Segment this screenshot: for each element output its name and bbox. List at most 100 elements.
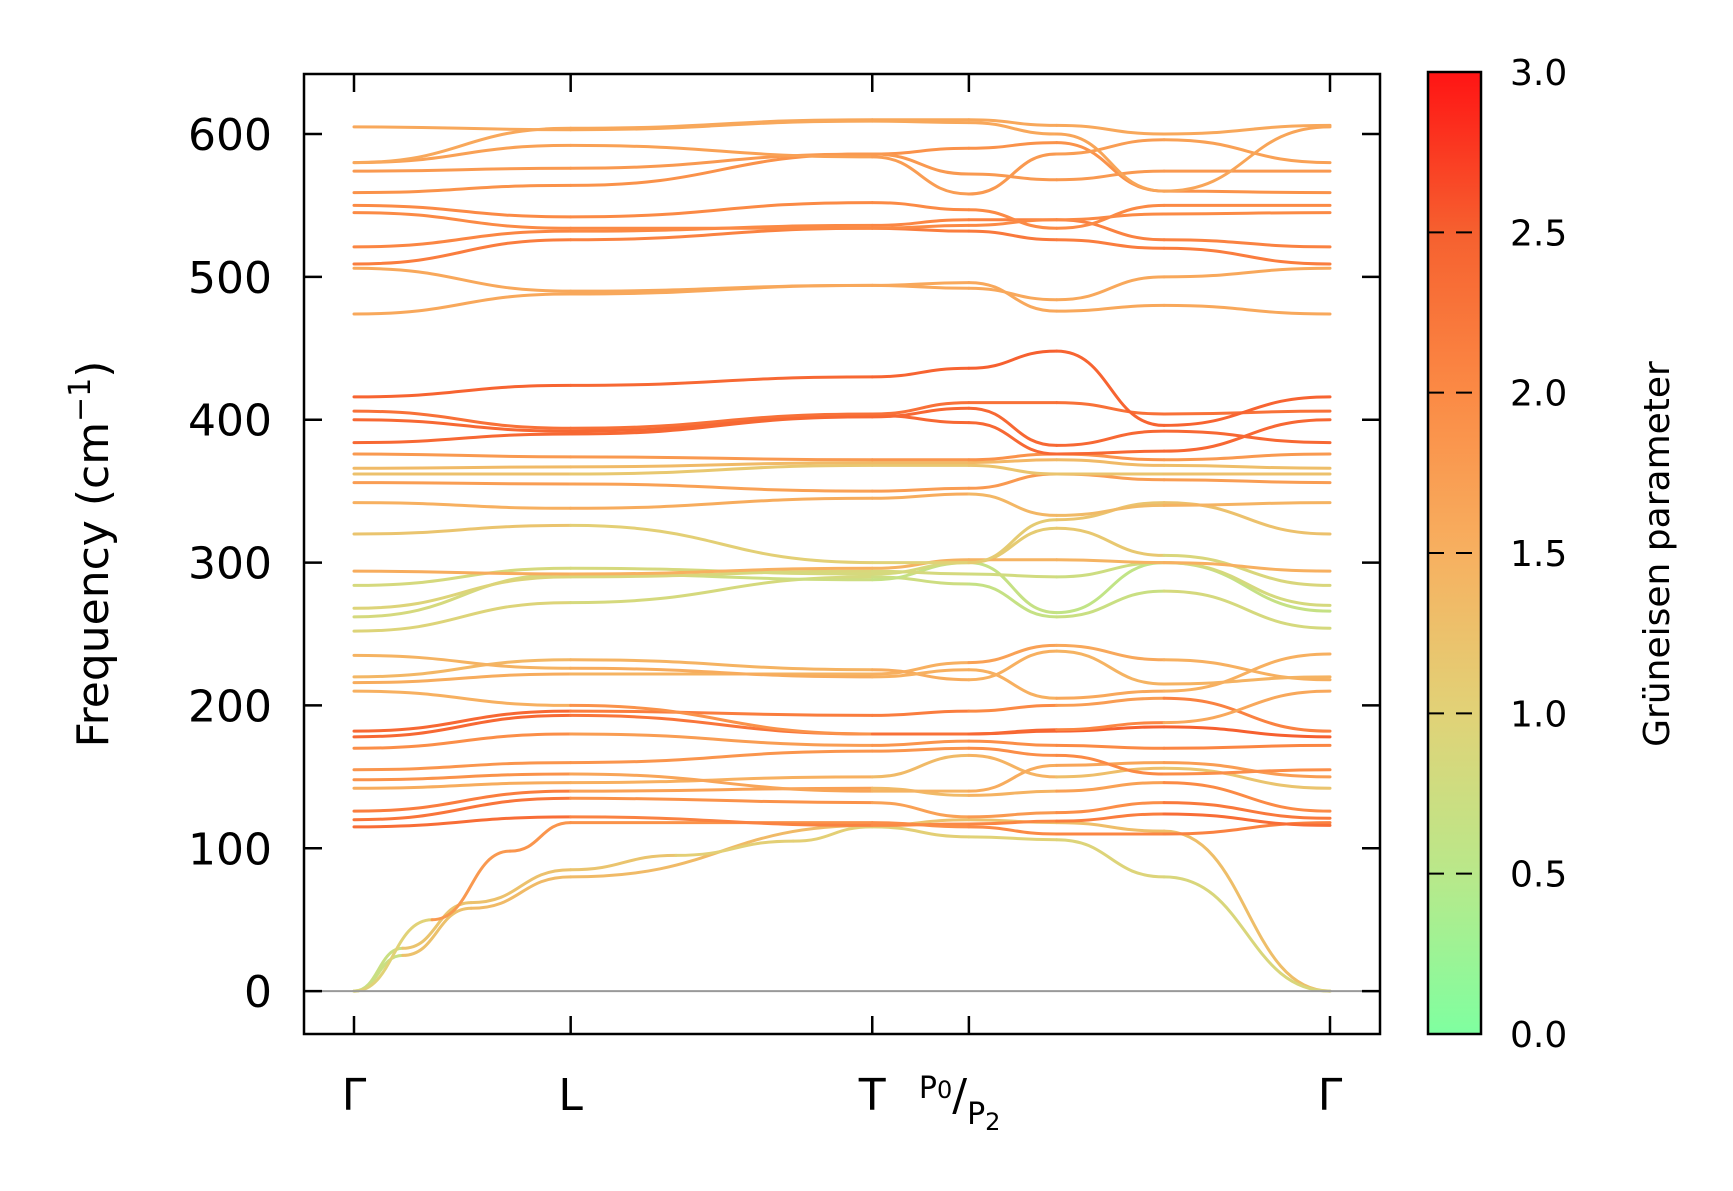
- band-segment: [569, 566, 874, 576]
- band-segment: [352, 672, 573, 685]
- band-segment: [569, 201, 874, 219]
- band-segment: [352, 409, 573, 430]
- band-segment: [967, 286, 1059, 302]
- band-segment: [569, 709, 874, 717]
- band-segment: [870, 739, 971, 747]
- band-segment: [1055, 449, 1166, 456]
- band-segment: [1055, 838, 1166, 879]
- band-segment: [967, 811, 1059, 819]
- band-segment: [1055, 743, 1166, 750]
- band-segment: [967, 281, 1059, 313]
- band-segment: [1162, 696, 1332, 733]
- band-segment: [1162, 123, 1332, 136]
- band-segment: [967, 649, 1059, 682]
- band-segment: [352, 183, 573, 195]
- band-segment: [569, 415, 874, 436]
- band-segment: [870, 825, 971, 839]
- colorbar-tick-label: 0.0: [1510, 1015, 1567, 1056]
- band-18: [352, 561, 1332, 610]
- band-segment: [1055, 589, 1166, 619]
- band-segment: [569, 152, 874, 170]
- band-segment: [569, 283, 874, 293]
- band-segment: [352, 481, 573, 486]
- band-segment: [1162, 418, 1332, 453]
- band-segment: [967, 218, 1059, 227]
- band-segment: [1162, 478, 1332, 485]
- band-segment: [1162, 658, 1332, 682]
- band-segment: [870, 218, 971, 227]
- colorbar-tick-label: 0.5: [1510, 855, 1567, 896]
- band-segment: [352, 569, 573, 576]
- band-22: [352, 492, 1332, 517]
- band-segment: [352, 266, 573, 293]
- band-segment: [967, 118, 1059, 127]
- band-segment: [791, 825, 874, 843]
- band-segment: [967, 728, 1059, 736]
- band-segment: [967, 819, 1059, 826]
- band-segment: [1162, 138, 1332, 165]
- band-segment: [870, 753, 971, 779]
- band-segment: [569, 658, 874, 672]
- band-segment: [352, 918, 434, 993]
- band-41: [352, 118, 1332, 165]
- band-segment: [967, 421, 1059, 456]
- band-segment: [1055, 275, 1166, 302]
- band-segment: [870, 401, 971, 416]
- band-segment: [352, 292, 573, 316]
- band-segment: [569, 413, 874, 433]
- x-tick-label: Γ: [342, 1070, 367, 1121]
- band-segment: [569, 786, 874, 793]
- band-segment: [352, 713, 573, 739]
- band-segment: [352, 126, 573, 165]
- band-segment: [1162, 452, 1332, 462]
- band-segment: [1055, 649, 1166, 686]
- band-32: [352, 266, 1332, 302]
- band-segment: [1162, 125, 1332, 193]
- band-segment: [1162, 781, 1332, 813]
- band-segment: [352, 523, 573, 536]
- band-lines: [352, 118, 1332, 993]
- band-segment: [870, 119, 971, 125]
- band-34: [352, 218, 1332, 249]
- band-segment: [1162, 875, 1332, 993]
- band-segment: [469, 875, 573, 910]
- band-segment: [569, 412, 874, 430]
- band-segment: [569, 666, 874, 679]
- band-segment: [1162, 725, 1332, 739]
- band-segment: [1055, 812, 1166, 823]
- band-3: [352, 812, 1332, 829]
- band-segment: [469, 868, 573, 905]
- band-segment: [1162, 821, 1332, 836]
- band-25: [352, 458, 1332, 470]
- band-segment: [569, 461, 874, 469]
- band-segment: [1055, 801, 1166, 815]
- band-segment: [870, 661, 971, 676]
- band-segment: [870, 152, 971, 176]
- band-segment: [569, 569, 874, 579]
- band-segment: [967, 753, 1059, 779]
- y-axis-title: Frequency (cm−1): [63, 361, 119, 748]
- band-segment: [352, 601, 573, 633]
- band-segment: [870, 575, 971, 586]
- x-tick-label: T: [858, 1070, 886, 1121]
- band-segment: [352, 653, 573, 670]
- band-segment: [1162, 829, 1332, 993]
- band-segment: [352, 789, 573, 813]
- band-segment: [569, 118, 874, 130]
- y-tick-label: 200: [188, 681, 272, 732]
- band-segment: [1162, 743, 1332, 750]
- band-segment: [352, 815, 573, 829]
- band-segment: [967, 561, 1059, 615]
- band-segment: [1055, 689, 1166, 700]
- band-segment: [1055, 123, 1166, 136]
- band-segment: [967, 835, 1059, 842]
- x-tick-labels: Γ L T P0/P2 Γ: [342, 1070, 1343, 1136]
- band-segment: [967, 582, 1059, 619]
- band-segment: [569, 523, 874, 565]
- band-segment: [352, 432, 573, 445]
- y-tick-label: 100: [188, 824, 272, 875]
- band-segment: [1055, 169, 1166, 182]
- band-segment: [1055, 429, 1166, 447]
- band-segment: [1162, 768, 1332, 776]
- band-12: [352, 689, 1332, 736]
